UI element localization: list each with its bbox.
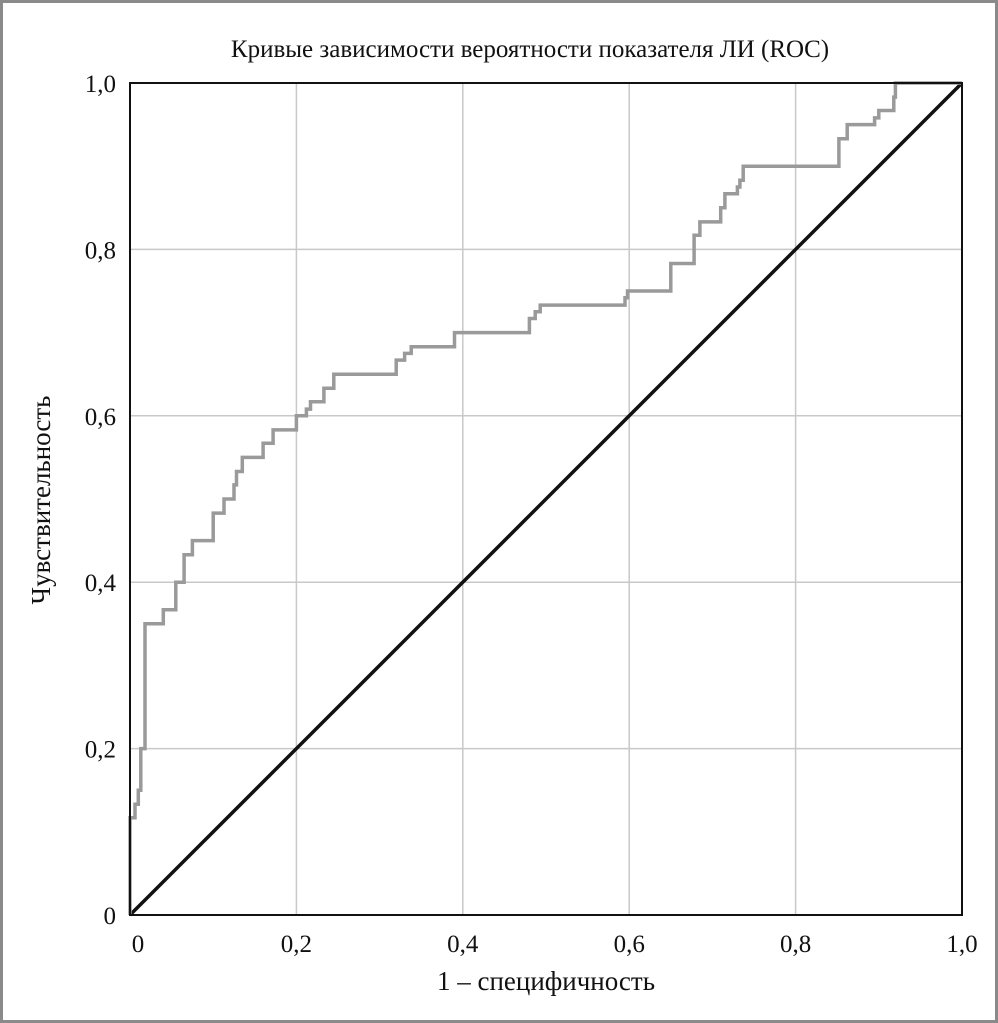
- y-axis-title: Чувствительность: [26, 396, 56, 605]
- chart-title: Кривые зависимости вероятности показател…: [231, 36, 829, 63]
- x-tick-labels: 0 0,2 0,4 0,6 0,8 1,0: [132, 931, 978, 958]
- grid-lines: [130, 83, 962, 915]
- x-tick-label: 0,6: [614, 931, 645, 958]
- reference-line-group: [128, 81, 964, 917]
- y-tick-label: 0: [104, 903, 117, 930]
- reference-diagonal-line: [128, 81, 964, 917]
- x-tick-label: 0: [132, 931, 145, 958]
- plot-area-border: [129, 82, 963, 916]
- roc-curve-group: [128, 81, 962, 915]
- x-tick-label: 0,4: [447, 931, 479, 958]
- y-tick-labels: 0 0,2 0,4 0,6 0,8 1,0: [85, 71, 117, 930]
- x-tick-label: 0,2: [281, 931, 312, 958]
- y-tick-label: 0,6: [85, 404, 116, 431]
- y-tick-label: 1,0: [85, 71, 116, 98]
- roc-curve-line: [128, 81, 962, 915]
- y-tick-label: 0,8: [85, 237, 116, 264]
- y-tick-label: 0,4: [85, 570, 117, 597]
- x-tick-label: 1,0: [946, 931, 977, 958]
- y-tick-label: 0,2: [85, 737, 116, 764]
- x-axis-title: 1 – специфичность: [437, 966, 655, 996]
- x-tick-label: 0,8: [780, 931, 811, 958]
